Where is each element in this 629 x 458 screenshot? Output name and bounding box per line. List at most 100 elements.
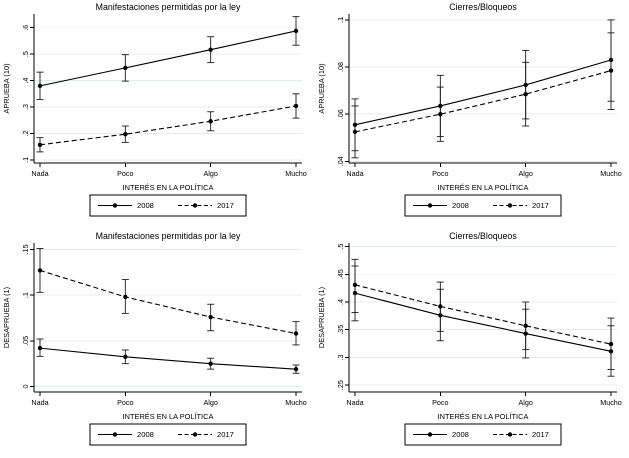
data-point-2017-Mucho	[293, 331, 299, 336]
x-tick-label: Poco	[117, 398, 133, 407]
x-tick-label: Nada	[31, 169, 48, 178]
chart-title: Cierres/Bloqueos	[449, 2, 517, 12]
y-tick-label: .1	[21, 292, 30, 298]
x-tick-label: Nada	[31, 398, 48, 407]
x-tick-label: Algo	[518, 169, 532, 178]
legend-label-2017: 2017	[532, 430, 549, 439]
x-tick-label: Algo	[518, 398, 532, 407]
data-point-2017-Poco	[123, 294, 128, 300]
series-line-2008	[39, 347, 297, 370]
y-tick-label: .06	[335, 109, 344, 119]
y-tick-label: .5	[335, 244, 344, 250]
data-point-2008-Poco	[123, 354, 128, 360]
x-tick-label: Poco	[432, 398, 448, 407]
data-point-2017-Mucho	[608, 341, 613, 347]
series-line-2017	[39, 269, 297, 335]
x-tick-label: Poco	[117, 169, 133, 178]
legend-label-2008: 2008	[452, 430, 469, 439]
series-line-2017	[39, 105, 297, 146]
legend-box	[404, 423, 561, 446]
y-tick-label: .15	[21, 244, 30, 254]
x-tick-label: Mucho	[285, 169, 307, 178]
legend-box	[89, 423, 247, 446]
y-tick-label: .3	[335, 354, 344, 360]
y-tick-label: .1	[21, 157, 30, 163]
x-axis-title: INTERÉS EN LA POLÍTICA	[437, 412, 528, 421]
legend-box	[89, 194, 247, 217]
series-line-2008	[354, 292, 611, 352]
x-tick-label: Mucho	[285, 398, 307, 407]
data-point-2008-Algo	[208, 361, 213, 366]
panel-aprueba-manifestaciones: .1 .2 .3 .4 .5 .6 Nada Poco Algo Mucho Manifestaci…	[0, 0, 315, 229]
y-tick-label: .1	[335, 17, 344, 23]
chart-aprueba-manifestaciones: .1 .2 .3 .4 .5 .6 Nada Poco Algo Mucho Manifestaci…	[2, 2, 307, 217]
panel-aprueba-cierres: .04 .06 .08 .1 Nada Poco Algo Mucho Cierres/Bloq…	[315, 0, 629, 229]
y-axis-title: APRUEBA (10)	[2, 63, 11, 113]
y-axis-title: DESAPRUEBA (1)	[317, 287, 326, 348]
legend-label-2008: 2008	[137, 201, 154, 210]
y-tick-label: .35	[335, 325, 344, 335]
series-line-2017	[354, 284, 611, 345]
data-point-2017-Mucho	[293, 103, 299, 109]
y-tick-label: .45	[335, 269, 344, 279]
y-axis-title: APRUEBA (10)	[317, 63, 326, 113]
legend-label-2017: 2017	[217, 430, 234, 439]
data-point-2017-Algo	[522, 323, 528, 329]
x-tick-label: Poco	[432, 169, 448, 178]
x-axis-title: INTERÉS EN LA POLÍTICA	[123, 183, 214, 192]
y-tick-label: 0	[21, 385, 30, 389]
series-line-2008	[39, 30, 297, 87]
x-tick-label: Mucho	[600, 398, 622, 407]
legend-marker-2017	[192, 203, 198, 208]
data-point-2017-Mucho	[608, 68, 613, 73]
chart-title: Manifestaciones permitidas por la ley	[96, 2, 241, 12]
data-point-2008-Mucho	[293, 366, 299, 372]
series-line-2017	[354, 70, 611, 133]
legend-label-2017: 2017	[532, 201, 549, 210]
panel-desaprueba-cierres: .25 .3 .35 .4 .45 .5 Nada Poco Algo Mucho Cierres/…	[315, 229, 629, 458]
chart-title: Manifestaciones permitidas por la ley	[96, 231, 241, 241]
legend-label-2017: 2017	[217, 201, 234, 210]
x-tick-label: Algo	[203, 398, 217, 407]
x-tick-label: Algo	[203, 169, 217, 178]
y-tick-label: .04	[335, 156, 344, 166]
legend-marker-2008	[112, 203, 118, 208]
data-point-2017-Poco	[437, 111, 443, 117]
panel-desaprueba-manifestaciones: 0 .05 .1 .15 Nada Poco Algo Mucho Manifestacione…	[0, 229, 315, 458]
y-tick-label: .5	[21, 51, 30, 57]
data-point-2017-Algo	[208, 314, 213, 320]
y-tick-label: .25	[335, 380, 344, 390]
data-point-2017-Nada	[37, 268, 43, 273]
y-tick-label: .4	[21, 78, 30, 84]
data-point-2017-Nada	[37, 142, 43, 147]
data-point-2008-Poco	[123, 65, 128, 71]
y-tick-label: .3	[21, 104, 30, 110]
y-tick-label: .05	[21, 336, 30, 346]
legend-marker-2008	[427, 203, 432, 208]
data-point-2008-Nada	[37, 345, 43, 351]
series-line-2008	[354, 59, 611, 126]
legend-marker-2017	[507, 203, 512, 208]
y-axis-title: DESAPRUEBA (1)	[2, 287, 11, 348]
legend-label-2008: 2008	[452, 201, 469, 210]
data-point-2017-Nada	[352, 282, 357, 288]
legend-label-2008: 2008	[137, 430, 154, 439]
data-point-2017-Algo	[522, 91, 528, 97]
y-tick-label: .2	[21, 130, 30, 136]
x-axis-title: INTERÉS EN LA POLÍTICA	[437, 183, 528, 192]
data-point-2008-Algo	[208, 47, 213, 52]
y-tick-label: .08	[335, 62, 344, 72]
legend-marker-2017	[507, 432, 512, 437]
x-tick-label: Nada	[346, 169, 363, 178]
x-tick-label: Nada	[346, 398, 363, 407]
chart-aprueba-cierres: .04 .06 .08 .1 Nada Poco Algo Mucho Cierres/Bloq…	[317, 2, 621, 217]
data-point-2017-Nada	[352, 129, 357, 135]
data-point-2008-Nada	[37, 83, 43, 89]
chart-title: Cierres/Bloqueos	[449, 231, 517, 241]
y-tick-label: .4	[335, 299, 344, 305]
y-tick-label: .6	[21, 25, 30, 31]
chart-desaprueba-cierres: .25 .3 .35 .4 .45 .5 Nada Poco Algo Mucho Cierres/…	[317, 231, 622, 446]
data-point-2017-Algo	[208, 119, 213, 124]
